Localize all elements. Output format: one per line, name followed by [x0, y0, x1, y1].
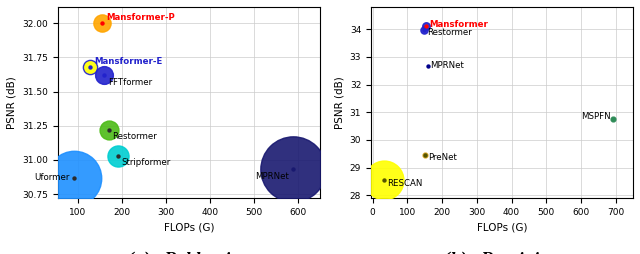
Point [288, 167, 298, 171]
X-axis label: FLOPs (G): FLOPs (G) [164, 223, 214, 232]
Point [104, 128, 114, 132]
Point [99, 73, 109, 77]
Point [608, 117, 618, 121]
Text: FFTformer: FFTformer [108, 77, 152, 87]
Point [420, 153, 431, 157]
Point [421, 23, 431, 27]
Point [419, 28, 429, 32]
Point [419, 28, 429, 32]
Point [99, 73, 109, 77]
Text: Uformer: Uformer [35, 173, 70, 182]
Y-axis label: PSNR (dB): PSNR (dB) [334, 76, 344, 129]
Point [379, 178, 389, 182]
Text: Restormer: Restormer [112, 132, 157, 141]
Point [85, 65, 95, 69]
Point [422, 64, 433, 68]
Point [68, 176, 79, 180]
Text: MPRNet: MPRNet [430, 61, 464, 70]
Point [288, 167, 298, 171]
Point [97, 21, 108, 25]
Text: Mansformer: Mansformer [429, 20, 488, 29]
Text: MPRNet: MPRNet [255, 172, 289, 181]
Y-axis label: PSNR (dB): PSNR (dB) [7, 76, 17, 129]
Text: Mansformer-P: Mansformer-P [107, 13, 175, 22]
Text: (b)   Deraining: (b) Deraining [444, 252, 559, 254]
Point [104, 128, 114, 132]
Text: Restormer: Restormer [427, 28, 472, 37]
Text: Mansformer-E: Mansformer-E [94, 57, 162, 66]
Point [422, 64, 433, 68]
Text: RESCAN: RESCAN [387, 179, 422, 188]
Text: MSPFN: MSPFN [581, 112, 611, 121]
Text: Stripformer: Stripformer [121, 158, 170, 167]
Point [97, 21, 108, 25]
Point [379, 178, 389, 182]
X-axis label: FLOPs (G): FLOPs (G) [477, 223, 527, 232]
Point [68, 176, 79, 180]
Point [113, 154, 123, 158]
Point [85, 65, 95, 69]
Point [113, 154, 123, 158]
Point [421, 23, 431, 27]
Text: (a)   Deblurring: (a) Deblurring [128, 252, 250, 254]
Text: PreNet: PreNet [428, 153, 457, 162]
Point [608, 117, 618, 121]
Point [420, 153, 431, 157]
